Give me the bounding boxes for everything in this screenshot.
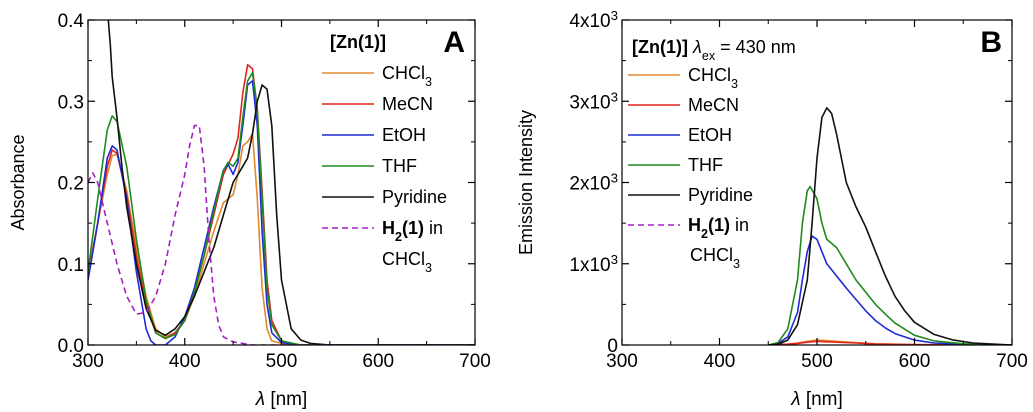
x-axis-label: λ [nm]	[790, 389, 843, 410]
legend-label: Pyridine	[688, 185, 753, 205]
x-tick-label: 400	[169, 351, 201, 372]
x-tick-label: 700	[459, 351, 491, 372]
x-tick-label: 500	[266, 351, 298, 372]
series-line-h2-1-in-chcl3	[88, 124, 475, 345]
legend-label: THF	[382, 156, 417, 176]
y-axis-label: Emission Intensity	[516, 110, 536, 255]
legend-title: [Zn(1)] λex = 430 nm	[632, 37, 796, 63]
panel-a: 300 400 500 600 700 0.0 0.1 0.2 0.3 0.4 λ [nm] Abso…	[8, 11, 491, 410]
legend-label: CHCl3	[688, 65, 738, 91]
x-tick-label: 300	[72, 351, 104, 372]
legend: [Zn(1)] λex = 430 nmCHCl3MeCNEtOHTHFPyri…	[628, 37, 796, 271]
x-tick-label: 400	[704, 351, 736, 372]
plot-frame	[621, 19, 1013, 346]
y-tick-label: 0	[607, 336, 618, 357]
legend-label: THF	[688, 155, 723, 175]
legend: [Zn(1)] CHCl3 MeCN EtOH THF Pyridine H2(1) in C…	[322, 32, 447, 275]
y-axis-label: Absorbance	[8, 134, 28, 230]
y-tick-label: 4x103	[569, 8, 618, 33]
y-tick-label: 3x103	[569, 89, 618, 114]
x-tick-label: 300	[606, 351, 638, 372]
series-line-thf	[768, 185, 1012, 345]
legend-label: MeCN	[688, 95, 739, 115]
legend-label-line2: CHCl3	[382, 249, 432, 275]
y-tick-label: 0.3	[58, 92, 84, 113]
x-tick-label: 500	[801, 351, 833, 372]
legend-label: CHCl3	[382, 63, 432, 89]
y-tick-label: 2x103	[569, 170, 618, 195]
series-lines	[768, 107, 1012, 345]
legend-label: EtOH	[382, 125, 426, 145]
x-tick-label: 600	[362, 351, 394, 372]
series-line-etoh	[768, 235, 1012, 345]
x-tick-label: 700	[996, 351, 1028, 372]
series-line-pyridine	[107, 20, 475, 345]
panel-letter: A	[443, 26, 465, 59]
series-line-pyridine	[768, 107, 1012, 345]
legend-label: H2(1) in	[688, 215, 749, 241]
panel-letter: B	[980, 26, 1002, 59]
y-tick-label: 0.2	[58, 174, 84, 195]
legend-label: Pyridine	[382, 187, 447, 207]
series-line-thf	[88, 72, 475, 345]
y-tick-label: 1x103	[569, 251, 618, 276]
legend-label-line2: CHCl3	[690, 245, 740, 271]
legend-label: H2(1) in	[382, 218, 443, 244]
legend-title: [Zn(1)]	[330, 32, 386, 52]
x-axis-label: λ [nm]	[255, 389, 308, 410]
y-tick-label: 0.0	[58, 336, 84, 357]
legend-label: MeCN	[382, 94, 433, 114]
panel-b: 300 400 500 600 700 0 1x103 2x103 3x103 4x103 λ [n…	[516, 8, 1028, 411]
y-tick-label: 0.4	[58, 11, 85, 32]
x-tick-label: 600	[899, 351, 931, 372]
legend-label: EtOH	[688, 125, 732, 145]
y-tick-label: 0.1	[58, 255, 84, 276]
